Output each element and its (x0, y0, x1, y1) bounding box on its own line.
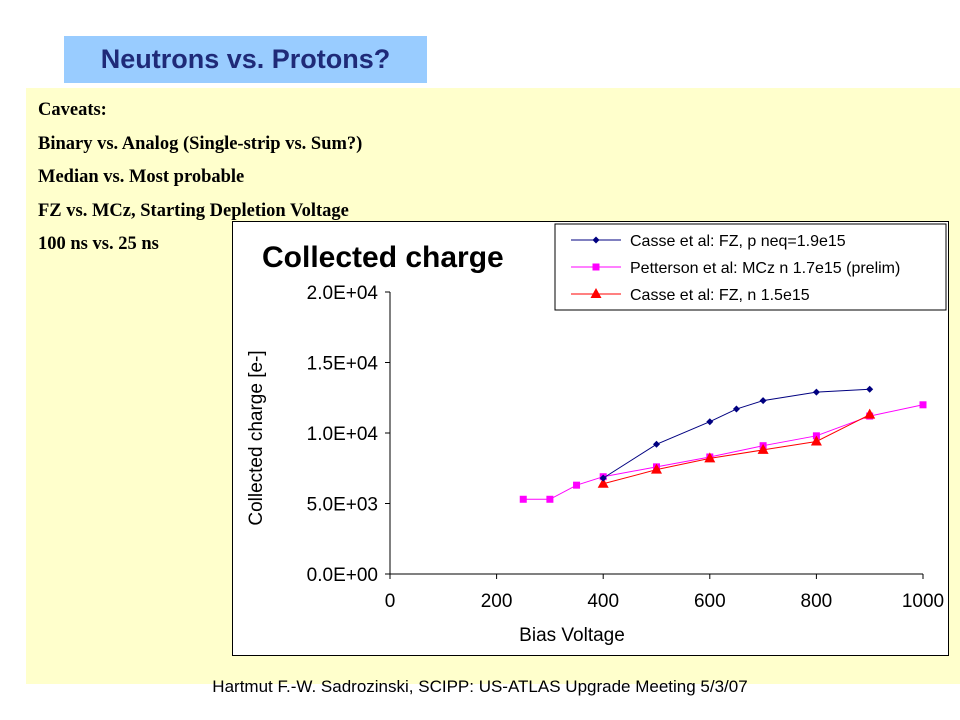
y-tick-label: 2.0E+04 (307, 283, 379, 304)
y-tick-label: 1.0E+04 (307, 424, 379, 445)
caveats-heading: Caveats: (38, 100, 107, 120)
y-tick-label: 1.5E+04 (307, 354, 379, 375)
slide-title: Neutrons vs. Protons? (64, 36, 427, 83)
data-point (866, 385, 874, 393)
caveat-item: Binary vs. Analog (Single-strip vs. Sum?… (38, 133, 363, 154)
data-point (810, 435, 822, 446)
y-tick-label: 5.0E+03 (307, 495, 378, 516)
x-tick-label: 800 (801, 591, 833, 612)
data-point (599, 474, 607, 482)
data-point (704, 452, 716, 463)
x-tick-label: 1000 (902, 591, 944, 612)
data-point (546, 495, 554, 503)
data-point (651, 463, 662, 474)
x-tick-label: 0 (385, 591, 396, 612)
footer-text: Hartmut F.-W. Sadrozinski, SCIPP: US-ATL… (212, 677, 748, 696)
x-axis-label: Bias Voltage (519, 625, 625, 646)
chart-title: Collected charge (262, 241, 504, 274)
legend-marker (590, 288, 602, 298)
data-point (864, 408, 876, 419)
y-axis-label: Collected charge [e-] (246, 350, 267, 525)
caveat-item: 100 ns vs. 25 ns (38, 234, 159, 254)
legend-marker (592, 236, 600, 244)
data-point (812, 388, 820, 396)
series-line (523, 404, 924, 500)
series-line (603, 414, 870, 485)
x-tick-label: 600 (694, 591, 726, 612)
data-point (919, 401, 927, 409)
caveat-item: Median vs. Most probable (38, 167, 245, 187)
legend-entry: Casse et al: FZ, n 1.5e15 (630, 287, 810, 304)
data-point (573, 481, 581, 489)
x-tick-label: 400 (587, 591, 619, 612)
data-point (653, 440, 660, 448)
legend-entry: Casse et al: FZ, p neq=1.9e15 (630, 233, 846, 250)
data-point (597, 477, 609, 488)
data-point (757, 443, 769, 454)
data-point (732, 405, 740, 413)
x-tick-label: 200 (481, 591, 513, 612)
caveat-item: FZ vs. MCz, Starting Depletion Voltage (38, 200, 349, 221)
collected-charge-chart: Collected charge 0.0E+00 5.0E+03 1.0E+04 1.… (232, 221, 949, 656)
data-point (519, 495, 527, 503)
data-point (706, 418, 714, 426)
legend-marker (592, 263, 600, 271)
y-tick-label: 0.0E+00 (307, 565, 378, 586)
plot-area: 0.0E+00 5.0E+03 1.0E+04 1.5E+04 2.0E+04 0 200 4… (307, 283, 944, 612)
data-point (759, 397, 767, 405)
legend-entry: Petterson et al: MCz n 1.7e15 (prelim) (630, 260, 900, 277)
chart-legend: Casse et al: FZ, p neq=1.9e15 Petterson e… (554, 223, 947, 311)
caveats-list: Caveats: Binary vs. Analog (Single-strip… (38, 94, 362, 262)
